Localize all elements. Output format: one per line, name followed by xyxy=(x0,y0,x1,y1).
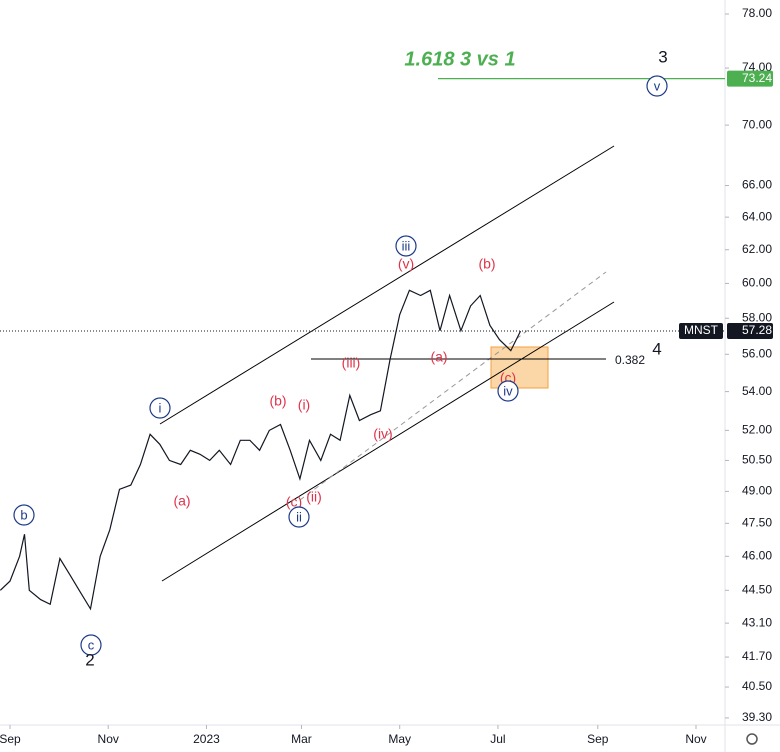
wave-label: (v) xyxy=(398,256,414,272)
y-tick-label: 56.00 xyxy=(742,346,772,360)
x-tick-label: Nov xyxy=(98,732,119,746)
channel-upper xyxy=(159,145,615,425)
wave-label: c xyxy=(88,637,95,652)
x-tick-label: Jul xyxy=(490,732,505,746)
wave-circle xyxy=(149,397,171,419)
wave-label: (a) xyxy=(173,493,190,509)
y-tick-label: 52.00 xyxy=(742,423,772,437)
wave-circle xyxy=(646,75,668,97)
channel-mid xyxy=(299,271,607,501)
wave-label: (iii) xyxy=(342,355,361,371)
symbol-box xyxy=(679,323,723,340)
symbol-label: MNST xyxy=(684,323,719,337)
wave-label: (b) xyxy=(478,256,495,272)
wave-label: 3 xyxy=(658,47,667,66)
wave-circle xyxy=(80,634,102,656)
wave-label: iv xyxy=(503,383,513,398)
target-zone xyxy=(490,346,549,389)
y-tick-label: 60.00 xyxy=(742,276,772,290)
x-tick-label: Nov xyxy=(685,732,706,746)
y-tick-label: 47.50 xyxy=(742,515,772,529)
target-label: 73.24 xyxy=(742,71,772,85)
settings-icon-ring xyxy=(746,733,758,745)
wave-label: (c) xyxy=(286,494,302,510)
target-label-box xyxy=(727,70,773,87)
y-tick-label: 46.00 xyxy=(742,548,772,562)
wave-circle xyxy=(497,380,519,402)
x-tick-label: Mar xyxy=(291,732,312,746)
wave-label: i xyxy=(159,400,162,415)
wave-label: (i) xyxy=(298,397,310,413)
wave-circle xyxy=(395,235,417,257)
wave-label: (iv) xyxy=(373,426,392,442)
wave-label: b xyxy=(20,507,27,522)
wave-label: 4 xyxy=(652,339,661,358)
y-tick-label: 62.00 xyxy=(742,242,772,256)
wave-label: (ii) xyxy=(306,489,322,505)
wave-circle xyxy=(13,504,35,526)
wave-label: ii xyxy=(296,509,302,524)
y-tick-label: 66.00 xyxy=(742,178,772,192)
y-tick-label: 64.00 xyxy=(742,209,772,223)
wave-label: (a) xyxy=(430,349,447,365)
settings-icon[interactable] xyxy=(746,733,758,745)
wave-circle xyxy=(288,506,310,528)
last-price-label: 57.28 xyxy=(742,323,772,337)
y-tick-label: 54.00 xyxy=(742,384,772,398)
x-tick-label: 2023 xyxy=(193,732,220,746)
y-tick-label: 78.00 xyxy=(742,6,772,20)
y-tick-label: 70.00 xyxy=(742,117,772,131)
plot-area xyxy=(159,145,615,582)
x-tick-label: May xyxy=(388,732,411,746)
wave-label: 2 xyxy=(85,650,94,669)
wave-label: v xyxy=(654,78,661,93)
wave-label: 0.382 xyxy=(615,353,645,367)
wave-label: iii xyxy=(402,238,411,253)
y-tick-label: 39.30 xyxy=(742,710,772,724)
last-price-box xyxy=(727,323,773,340)
x-tick-label: Sep xyxy=(0,732,21,746)
y-tick-label: 40.50 xyxy=(742,679,772,693)
y-tick-label: 58.00 xyxy=(742,310,772,324)
wave-label: 1.618 3 vs 1 xyxy=(404,48,515,70)
y-tick-label: 50.50 xyxy=(742,453,772,467)
wave-label: (b) xyxy=(269,393,286,409)
y-tick-label: 44.50 xyxy=(742,582,772,596)
x-tick-label: Sep xyxy=(587,732,609,746)
y-tick-label: 41.70 xyxy=(742,649,772,663)
y-tick-label: 43.10 xyxy=(742,615,772,629)
y-tick-label: 49.00 xyxy=(742,484,772,498)
price-line xyxy=(0,289,522,611)
channel-lower xyxy=(161,301,615,582)
